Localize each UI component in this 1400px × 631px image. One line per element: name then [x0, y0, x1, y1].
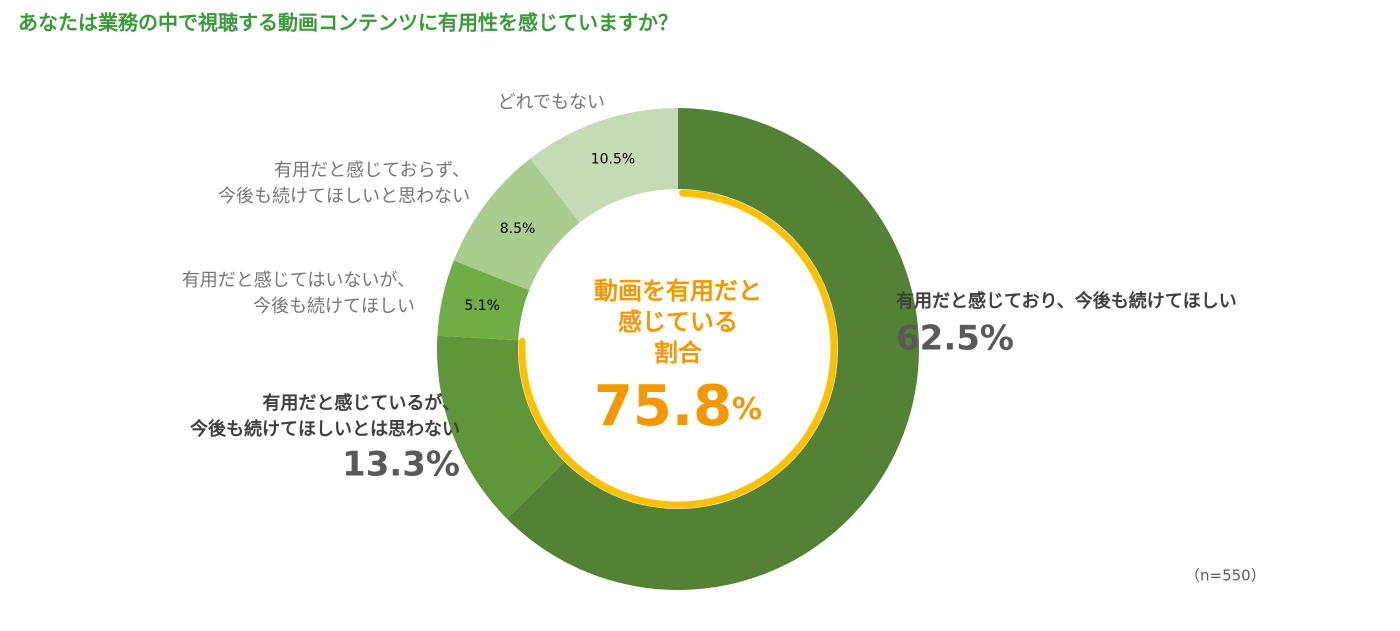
category-label: 有用だと感じているが、 — [262, 392, 460, 414]
center-value: 75.8% — [594, 374, 762, 439]
slice-value-label: 10.5% — [591, 151, 635, 167]
slice-value-label: 5.1% — [464, 298, 500, 314]
category-label: 有用だと感じており、今後も続けてほしい — [896, 290, 1237, 312]
center-value-number: 75.8 — [594, 374, 732, 439]
center-label: 感じている — [618, 308, 738, 336]
category-label: 有用だと感じてはいないが、 — [182, 270, 415, 291]
center-label: 動画を有用だと — [594, 277, 762, 305]
category-label: 有用だと感じておらず、 — [274, 160, 470, 181]
slice-value-label: 8.5% — [500, 221, 536, 237]
chart-title: あなたは業務の中で視聴する動画コンテンツに有用性を感じていますか？ — [18, 11, 678, 35]
donut-slice — [530, 108, 678, 223]
center-label: 割合 — [654, 339, 703, 367]
category-label: 今後も続けてほしいとは思わない — [190, 418, 460, 440]
share-arc — [518, 189, 838, 509]
sample-note: （n=550） — [1185, 567, 1266, 585]
category-label: 今後も続けてほしいと思わない — [218, 186, 470, 207]
category-label: 今後も続けてほしい — [253, 296, 415, 317]
donut-slice — [437, 335, 565, 519]
donut-slice — [437, 260, 530, 341]
donut-slice — [506, 108, 919, 590]
category-label: どれでもない — [498, 92, 605, 113]
value-label: 13.3% — [342, 445, 460, 485]
donut-slice — [453, 158, 580, 291]
center-value-unit: % — [732, 392, 762, 427]
value-label: 62.5% — [896, 319, 1014, 359]
